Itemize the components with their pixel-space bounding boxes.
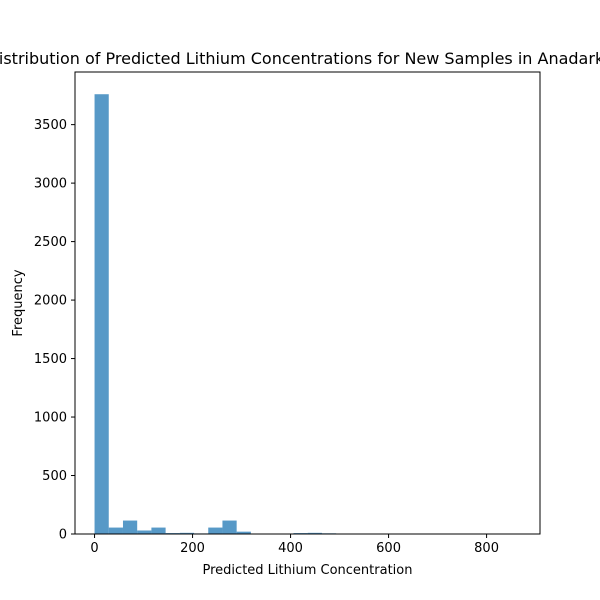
y-tick-label: 2000: [34, 294, 67, 309]
plot-frame: [74, 71, 541, 535]
y-axis: 0 500 1000 1500 2000 2500 3000 3500: [34, 118, 75, 543]
histogram-bar: [208, 527, 223, 534]
histogram-bar: [137, 530, 152, 534]
chart-title: Distribution of Predicted Lithium Concen…: [0, 49, 600, 68]
x-tick-label: 600: [376, 541, 401, 556]
histogram-bar: [307, 532, 322, 534]
y-tick-label: 2500: [34, 235, 67, 250]
x-axis-label: Predicted Lithium Concentration: [203, 563, 413, 578]
y-tick-label: 1500: [34, 352, 67, 367]
y-tick-label: 0: [59, 528, 67, 543]
x-axis: 0 200 400 600 800: [90, 534, 499, 556]
histogram-bar: [151, 527, 166, 534]
x-tick-label: 0: [90, 541, 98, 556]
x-tick-label: 400: [278, 541, 303, 556]
histogram-bars: [94, 94, 521, 534]
histogram-bar: [94, 94, 109, 534]
y-axis-label: Frequency: [11, 269, 26, 336]
y-tick-label: 1000: [34, 411, 67, 426]
histogram-bar: [179, 532, 195, 534]
y-tick-label: 500: [42, 469, 67, 484]
histogram-bar: [236, 531, 251, 534]
x-tick-label: 200: [180, 541, 205, 556]
histogram-bar: [108, 527, 123, 534]
y-tick-label: 3500: [34, 118, 67, 133]
histogram-bar: [222, 520, 237, 534]
x-tick-label: 800: [474, 541, 499, 556]
histogram-bar: [122, 520, 138, 534]
y-tick-label: 3000: [34, 177, 67, 192]
